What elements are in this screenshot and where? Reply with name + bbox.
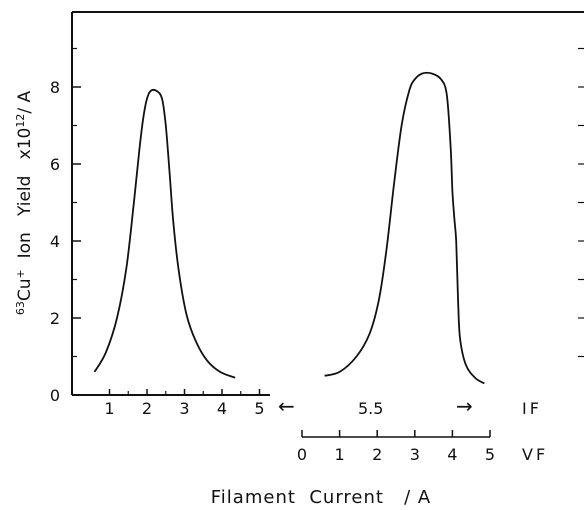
if-tick-label: 3: [179, 399, 189, 418]
y-title-sup-isotope: 63: [14, 301, 27, 315]
vf-tick-label: 4: [447, 445, 457, 464]
if-axis-label: IF: [522, 399, 542, 418]
if-break-label: 5.5: [358, 399, 383, 418]
vf-tick-label: 3: [410, 445, 420, 464]
if-arrow-left: ←: [278, 394, 295, 418]
if-tick-label: 2: [142, 399, 152, 418]
if-arrow-right: →: [456, 394, 473, 418]
y-tick-label: 0: [50, 386, 60, 405]
y-title-element: Cu: [15, 278, 35, 301]
y-title-unit: / A: [15, 91, 35, 114]
y-title-main: Ion Yield x10: [15, 128, 35, 270]
y-title-sup-charge: +: [14, 269, 27, 278]
y-tick-label: 2: [50, 309, 60, 328]
series-curve-1: [93, 89, 236, 379]
if-ticks: 1 2 3 4 5: [104, 389, 265, 418]
vf-tick-label: 2: [372, 445, 382, 464]
vf-ticks: 0 1 2 3 4 5: [297, 430, 495, 464]
y-tick-label: 6: [50, 155, 60, 174]
if-tick-label: 1: [104, 399, 114, 418]
y-axis-title: 63Cu+ Ion Yield x1012/ A: [14, 91, 36, 316]
if-tick-label: 4: [217, 399, 227, 418]
right-ticks: [578, 47, 584, 358]
series-curve-2: [324, 71, 485, 385]
y-ticks: 0 2 4 6 8: [50, 47, 81, 405]
x-axis-title: Filament Current / A: [211, 487, 431, 508]
curves: [93, 71, 485, 385]
if-tick-label: 5: [254, 399, 264, 418]
vf-axis-label: VF: [522, 445, 548, 464]
vf-tick-label: 0: [297, 445, 307, 464]
vf-tick-label: 5: [485, 445, 495, 464]
vf-tick-label: 1: [335, 445, 345, 464]
y-tick-label: 8: [50, 78, 60, 97]
y-tick-label: 4: [50, 232, 60, 251]
y-title-sup-exp: 12: [14, 114, 27, 128]
